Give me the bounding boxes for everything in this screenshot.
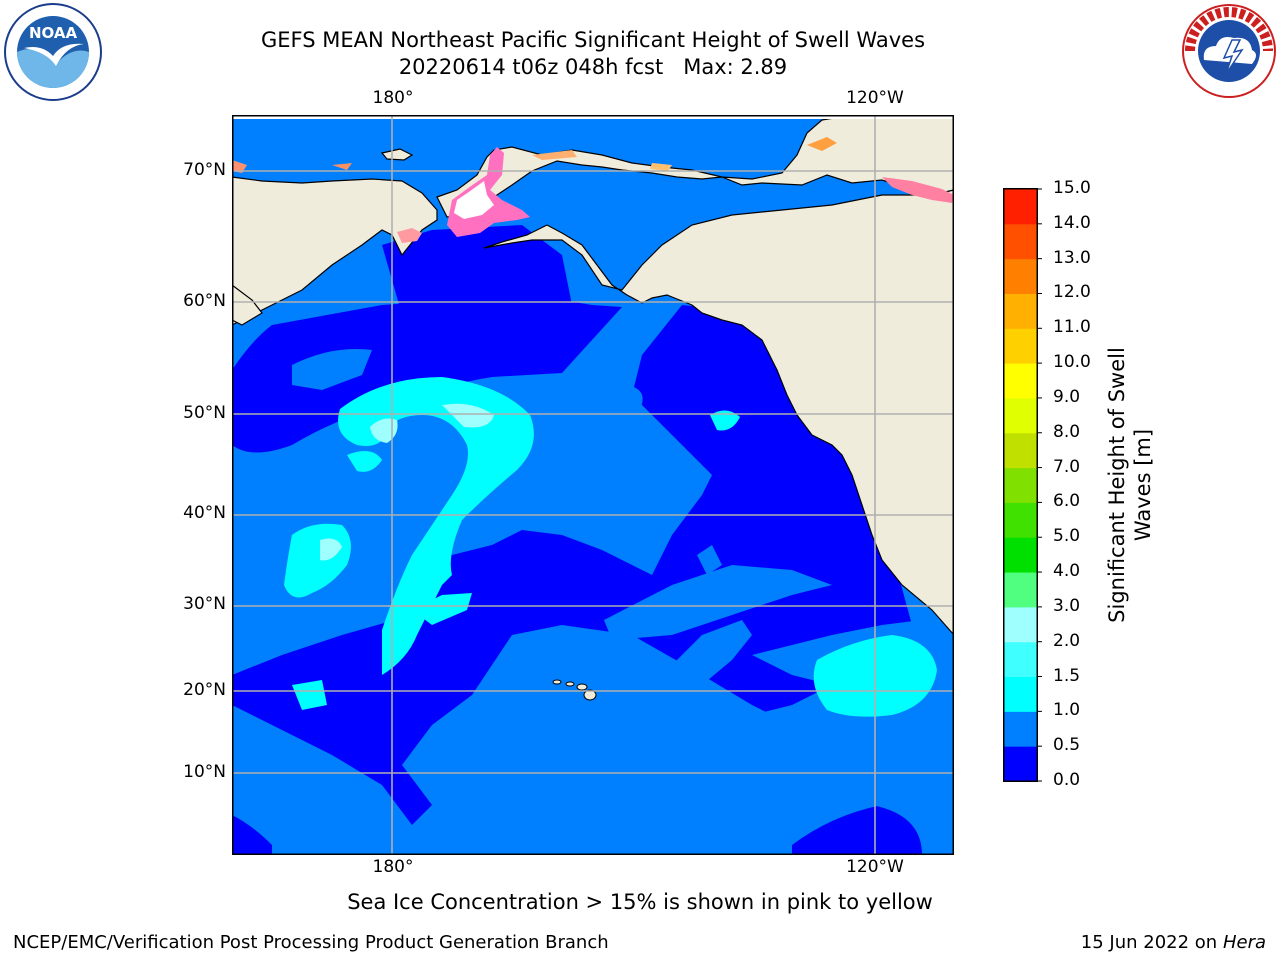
colorbar-segment-15: [1004, 223, 1037, 260]
swell-1.5-2m-region: [320, 403, 494, 561]
colorbar-tick-label: 1.5: [1053, 665, 1081, 686]
host-name: Hera: [1222, 932, 1266, 953]
lon-label-top-180: 180°: [372, 88, 414, 108]
colorbar: [1003, 188, 1042, 782]
colorbar-tick-label: 0.5: [1053, 735, 1081, 756]
colorbar-tick-label: 7.0: [1053, 456, 1081, 477]
colorbar-tick-label: 10.0: [1053, 352, 1091, 373]
colorbar-segment-16: [1004, 189, 1037, 225]
swell-0-0.5m-region: [232, 225, 932, 855]
colorbar-tick-label: 14.0: [1053, 212, 1091, 233]
colorbar-tick-label: 11.0: [1053, 317, 1091, 338]
national-weather-service-logo: [1182, 4, 1276, 98]
lat-label-30n: 30°N: [183, 594, 226, 614]
colorbar-segment-7: [1004, 502, 1037, 538]
colorbar-segment-3: [1004, 641, 1037, 678]
map-subtitle: 20220614 t06z 048h fcst Max: 2.89: [398, 55, 788, 79]
lat-label-40n: 40°N: [183, 503, 226, 523]
colorbar-tick-label: 13.0: [1053, 247, 1091, 268]
colorbar-tick-label: 2.0: [1053, 630, 1081, 651]
svg-text:NOAA: NOAA: [29, 24, 78, 42]
colorbar-tick-label: 3.0: [1053, 595, 1081, 616]
sea-ice-caption: Sea Ice Concentration > 15% is shown in …: [347, 890, 933, 914]
lat-label-20n: 20°N: [183, 680, 226, 700]
colorbar-tick-label: 5.0: [1053, 526, 1081, 547]
map-title: GEFS MEAN Northeast Pacific Significant …: [260, 28, 926, 52]
colorbar-segment-6: [1004, 537, 1037, 573]
colorbar-segment-2: [1004, 676, 1037, 712]
lon-label-bottom-120w: 120°W: [846, 857, 904, 877]
colorbar-tick-label: 8.0: [1053, 421, 1081, 442]
colorbar-tick-label: 0.0: [1053, 770, 1081, 790]
colorbar-tick-label: 1.0: [1053, 700, 1081, 721]
colorbar-tick-label: 12.0: [1053, 282, 1091, 303]
colorbar-segment-10: [1004, 397, 1037, 434]
lon-label-bottom-180: 180°: [372, 857, 414, 877]
graticule: [232, 115, 954, 855]
colorbar-tick-label: 15.0: [1053, 178, 1091, 198]
colorbar-segment-0: [1004, 746, 1037, 782]
colorbar-segment-9: [1004, 432, 1037, 469]
colorbar-segment-11: [1004, 363, 1037, 399]
run-date: 15 Jun 2022 on Hera: [1080, 932, 1266, 953]
swell-height-map: [232, 115, 954, 855]
lat-label-70n: 70°N: [183, 160, 226, 180]
hawaiian-islands: [552, 679, 597, 701]
colorbar-segment-1: [1004, 711, 1037, 747]
colorbar-tick-label: 9.0: [1053, 386, 1081, 407]
lat-label-50n: 50°N: [183, 403, 226, 423]
colorbar-tick-label: 4.0: [1053, 561, 1081, 582]
lon-label-top-120w: 120°W: [846, 88, 904, 108]
colorbar-segment-12: [1004, 328, 1037, 364]
producer-credit: NCEP/EMC/Verification Post Processing Pr…: [13, 932, 609, 953]
colorbar-label: Significant Height of Swell Waves [m]: [1105, 347, 1155, 623]
colorbar-segment-4: [1004, 606, 1037, 643]
colorbar-segment-14: [1004, 258, 1037, 294]
colorbar-segment-13: [1004, 293, 1037, 329]
colorbar-tick-label: 6.0: [1053, 491, 1081, 512]
colorbar-segment-8: [1004, 467, 1037, 503]
colorbar-segment-5: [1004, 572, 1037, 608]
lat-label-10n: 10°N: [183, 762, 226, 782]
noaa-logo: NOAA: [4, 3, 102, 101]
lat-label-60n: 60°N: [183, 291, 226, 311]
